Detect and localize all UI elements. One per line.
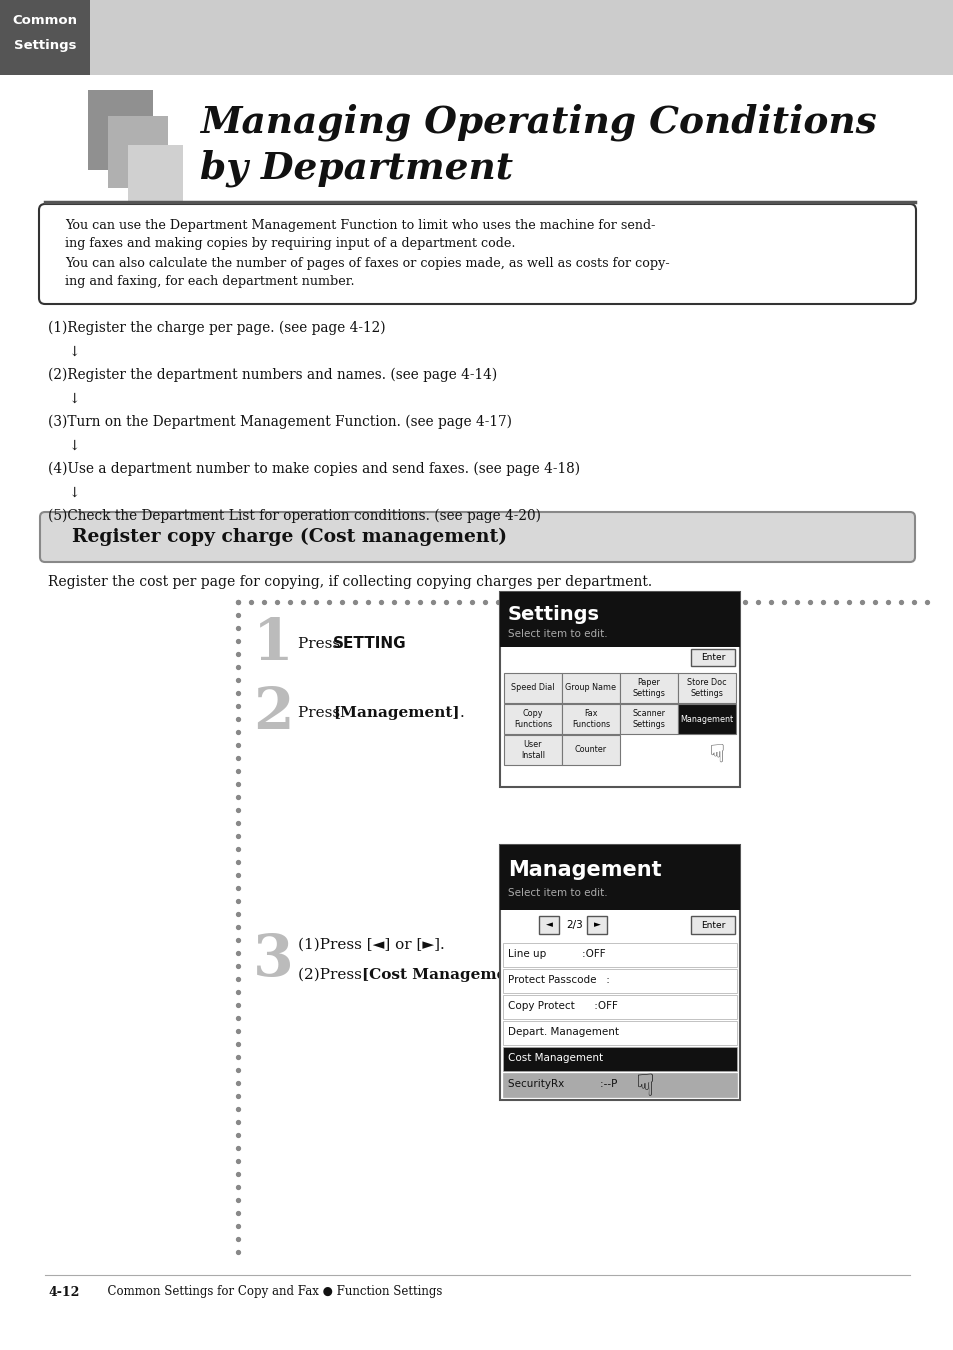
Text: Press: Press bbox=[297, 637, 345, 651]
Bar bbox=[108, 116, 168, 188]
Bar bbox=[502, 1073, 737, 1098]
Text: ing faxes and making copies by requiring input of a department code.: ing faxes and making copies by requiring… bbox=[65, 238, 515, 251]
Text: Settings: Settings bbox=[507, 605, 599, 624]
FancyBboxPatch shape bbox=[690, 917, 734, 934]
Text: Select item to edit.: Select item to edit. bbox=[507, 629, 607, 639]
Text: Settings: Settings bbox=[13, 39, 76, 51]
FancyBboxPatch shape bbox=[503, 703, 561, 734]
Text: Depart. Management: Depart. Management bbox=[507, 1027, 618, 1037]
Text: ↓: ↓ bbox=[68, 439, 79, 454]
Text: User
Install: User Install bbox=[520, 740, 544, 760]
Text: ►: ► bbox=[593, 921, 599, 930]
Bar bbox=[0, 0, 953, 76]
Text: Management: Management bbox=[679, 714, 733, 724]
Text: [Cost Management]: [Cost Management] bbox=[361, 968, 531, 981]
Text: Scanner
Settings: Scanner Settings bbox=[632, 709, 665, 729]
Text: .: . bbox=[397, 637, 402, 651]
Text: (3)Turn on the Department Management Function. (see page 4-17): (3)Turn on the Department Management Fun… bbox=[48, 414, 512, 429]
Text: Enter: Enter bbox=[700, 653, 724, 662]
Text: (1)Press [◄] or [►].: (1)Press [◄] or [►]. bbox=[297, 938, 444, 952]
Text: Enter: Enter bbox=[700, 921, 724, 930]
Bar bbox=[499, 593, 740, 787]
Text: ☞: ☞ bbox=[625, 1072, 654, 1100]
Bar bbox=[499, 845, 740, 1100]
FancyBboxPatch shape bbox=[690, 649, 734, 666]
FancyBboxPatch shape bbox=[561, 674, 619, 703]
Text: You can use the Department Management Function to limit who uses the machine for: You can use the Department Management Fu… bbox=[65, 219, 655, 231]
FancyBboxPatch shape bbox=[561, 734, 619, 765]
Text: Paper
Settings: Paper Settings bbox=[632, 678, 665, 698]
Text: Counter: Counter bbox=[575, 745, 606, 755]
Text: (2)Press: (2)Press bbox=[297, 968, 366, 981]
Text: Protect Passcode   :: Protect Passcode : bbox=[507, 975, 609, 985]
Text: Managing Operating Conditions: Managing Operating Conditions bbox=[200, 103, 876, 140]
Text: (4)Use a department number to make copies and send faxes. (see page 4-18): (4)Use a department number to make copie… bbox=[48, 462, 579, 477]
Text: ☞: ☞ bbox=[700, 743, 723, 765]
Text: Register the cost per page for copying, if collecting copying charges per depart: Register the cost per page for copying, … bbox=[48, 575, 652, 589]
Text: Select item to edit.: Select item to edit. bbox=[507, 888, 607, 898]
Bar bbox=[502, 995, 737, 1019]
Text: Press: Press bbox=[297, 706, 345, 720]
Text: Management: Management bbox=[507, 860, 661, 880]
Text: Fax
Functions: Fax Functions bbox=[572, 709, 609, 729]
Text: Store Doc
Settings: Store Doc Settings bbox=[686, 678, 726, 698]
Bar bbox=[499, 593, 740, 647]
Text: 4-12: 4-12 bbox=[48, 1285, 79, 1299]
Text: (5)Check the Department List for operation conditions. (see page 4-20): (5)Check the Department List for operati… bbox=[48, 509, 540, 524]
Text: (2)Register the department numbers and names. (see page 4-14): (2)Register the department numbers and n… bbox=[48, 367, 497, 382]
Bar bbox=[502, 1048, 737, 1071]
Text: You can also calculate the number of pages of faxes or copies made, as well as c: You can also calculate the number of pag… bbox=[65, 256, 669, 270]
FancyBboxPatch shape bbox=[39, 204, 915, 304]
Text: Line up           :OFF: Line up :OFF bbox=[507, 949, 605, 958]
Text: 1: 1 bbox=[253, 616, 294, 672]
Text: ↓: ↓ bbox=[68, 346, 79, 359]
Bar bbox=[502, 944, 737, 967]
Text: by Department: by Department bbox=[200, 150, 513, 186]
FancyBboxPatch shape bbox=[40, 512, 914, 562]
FancyBboxPatch shape bbox=[538, 917, 558, 934]
Text: Copy Protect      :OFF: Copy Protect :OFF bbox=[507, 1000, 618, 1011]
FancyBboxPatch shape bbox=[678, 703, 735, 734]
FancyBboxPatch shape bbox=[503, 734, 561, 765]
Text: Register copy charge (Cost management): Register copy charge (Cost management) bbox=[71, 528, 506, 547]
Text: .: . bbox=[459, 706, 464, 720]
FancyBboxPatch shape bbox=[586, 917, 606, 934]
Bar bbox=[0, 0, 90, 76]
Text: ing and faxing, for each department number.: ing and faxing, for each department numb… bbox=[65, 275, 355, 289]
Text: 2: 2 bbox=[253, 684, 294, 741]
Text: 2/3: 2/3 bbox=[566, 919, 583, 930]
Text: SecurityRx           :--P: SecurityRx :--P bbox=[507, 1079, 617, 1089]
FancyBboxPatch shape bbox=[678, 674, 735, 703]
Text: 3: 3 bbox=[253, 931, 294, 988]
FancyBboxPatch shape bbox=[503, 674, 561, 703]
Text: (1)Register the charge per page. (see page 4-12): (1)Register the charge per page. (see pa… bbox=[48, 321, 385, 335]
Text: ↓: ↓ bbox=[68, 392, 79, 406]
Text: Cost Management: Cost Management bbox=[507, 1053, 602, 1062]
Bar bbox=[502, 1021, 737, 1045]
FancyBboxPatch shape bbox=[619, 674, 678, 703]
Text: Common: Common bbox=[12, 14, 77, 27]
Bar bbox=[499, 845, 740, 910]
Text: Speed Dial: Speed Dial bbox=[511, 683, 554, 693]
Text: .: . bbox=[492, 968, 497, 981]
Text: Group Name: Group Name bbox=[565, 683, 616, 693]
Text: SETTING: SETTING bbox=[333, 636, 406, 652]
Bar bbox=[502, 969, 737, 994]
FancyBboxPatch shape bbox=[561, 703, 619, 734]
Text: Common Settings for Copy and Fax ● Function Settings: Common Settings for Copy and Fax ● Funct… bbox=[100, 1285, 442, 1299]
Text: ◄: ◄ bbox=[545, 921, 552, 930]
Bar bbox=[128, 144, 183, 205]
Bar bbox=[88, 90, 152, 170]
Text: Copy
Functions: Copy Functions bbox=[514, 709, 552, 729]
FancyBboxPatch shape bbox=[619, 703, 678, 734]
Text: ↓: ↓ bbox=[68, 486, 79, 500]
Text: [Management]: [Management] bbox=[333, 706, 459, 720]
